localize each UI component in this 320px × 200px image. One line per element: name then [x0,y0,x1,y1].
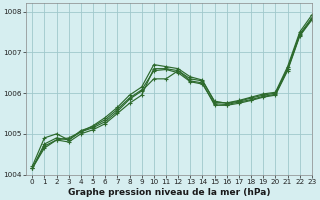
X-axis label: Graphe pression niveau de la mer (hPa): Graphe pression niveau de la mer (hPa) [68,188,270,197]
